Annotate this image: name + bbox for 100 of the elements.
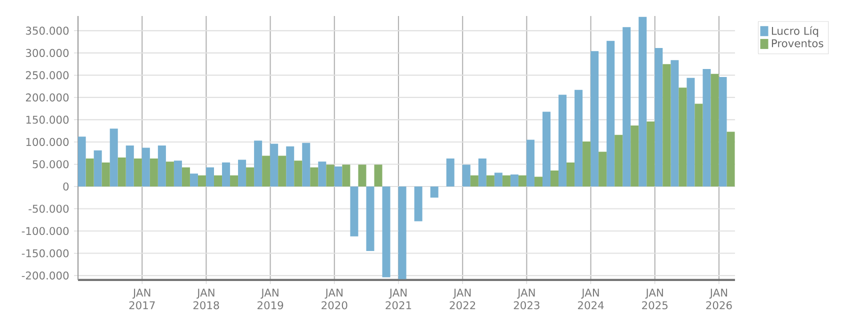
bar (694, 104, 703, 186)
bar (158, 146, 166, 186)
y-tick-label: 250.000 (26, 71, 69, 80)
bar (718, 76, 727, 186)
bar (510, 174, 518, 186)
y-tick-label: 0 (63, 182, 69, 191)
bar (502, 175, 510, 186)
bar (334, 166, 342, 186)
bar (446, 158, 454, 186)
bar (678, 88, 687, 186)
bar (78, 136, 86, 186)
bar (126, 146, 134, 186)
bar (486, 175, 494, 186)
x-tick-label: JAN 2026 (706, 288, 732, 310)
bar (646, 122, 655, 186)
bar (294, 160, 302, 186)
bar (198, 175, 206, 186)
bar (686, 78, 695, 186)
bar (150, 158, 158, 186)
bar (190, 174, 198, 186)
y-tick-label: 100.000 (26, 138, 69, 146)
bar (710, 74, 719, 186)
bar (262, 156, 270, 186)
bar (358, 164, 366, 186)
bar (430, 186, 438, 198)
x-tick-label: JAN 2025 (642, 288, 668, 310)
x-tick-label: JAN 2017 (129, 288, 155, 310)
bar (470, 175, 478, 186)
bar (726, 132, 735, 186)
bar (494, 172, 502, 186)
bar (118, 158, 126, 186)
bar (630, 126, 639, 186)
bar (518, 175, 526, 186)
bar (214, 175, 222, 186)
bar (310, 167, 318, 186)
bar (574, 90, 583, 186)
bar (478, 158, 486, 186)
y-tick-label: -50.000 (28, 204, 69, 213)
bar (558, 94, 567, 186)
x-tick-label: JAN 2024 (578, 288, 604, 310)
bar (534, 176, 542, 186)
x-tick-label: JAN 2019 (258, 288, 284, 310)
y-tick-label: 50.000 (32, 160, 69, 168)
bar (526, 140, 534, 186)
bar (550, 170, 559, 186)
bar (614, 134, 623, 186)
bar (598, 152, 607, 186)
bar (182, 167, 190, 186)
y-tick-label: -100.000 (22, 226, 69, 236)
bar (174, 160, 182, 186)
bar (238, 160, 246, 186)
bar (254, 140, 262, 186)
bar (246, 167, 254, 186)
bar (342, 164, 350, 186)
bar (286, 146, 294, 186)
bar (86, 158, 94, 186)
x-tick-label: JAN 2018 (193, 288, 220, 310)
bar (166, 162, 174, 186)
bar (278, 156, 286, 186)
legend-label: Lucro Líq (772, 26, 818, 37)
bar (318, 162, 326, 186)
bar (582, 142, 591, 186)
bar (230, 175, 238, 186)
bar (606, 40, 615, 186)
y-tick-label: 300.000 (26, 48, 69, 57)
bar (206, 167, 214, 186)
bar (350, 186, 358, 236)
y-tick-label: -200.000 (22, 271, 69, 280)
bar (102, 162, 110, 186)
bar (382, 186, 390, 278)
bar (702, 68, 711, 186)
bar (366, 186, 374, 252)
bar (374, 164, 382, 186)
bar (110, 128, 118, 186)
y-tick-label: 150.000 (26, 116, 69, 124)
bar (398, 186, 406, 280)
bar (590, 51, 599, 186)
bar (638, 16, 647, 186)
x-tick-label: JAN 2021 (386, 288, 412, 310)
bar (222, 162, 230, 186)
bar (302, 142, 310, 186)
y-tick-label: 200.000 (26, 93, 69, 102)
x-tick-label: JAN 2023 (514, 288, 540, 310)
bar (462, 164, 470, 186)
bar (566, 162, 575, 186)
bar (142, 148, 150, 186)
x-tick-label: JAN 2022 (450, 288, 476, 310)
bar (622, 27, 631, 186)
bar (414, 186, 422, 222)
x-tick-label: JAN 2020 (322, 288, 348, 310)
legend-label: Proventos (772, 39, 824, 48)
bar (134, 158, 142, 186)
bar (542, 112, 551, 186)
bar (662, 64, 671, 186)
bar (326, 164, 334, 186)
y-tick-label: -150.000 (22, 249, 69, 258)
bar (94, 150, 102, 186)
bar (654, 48, 663, 186)
y-tick-label: 350.000 (26, 26, 69, 35)
bar (270, 144, 278, 186)
